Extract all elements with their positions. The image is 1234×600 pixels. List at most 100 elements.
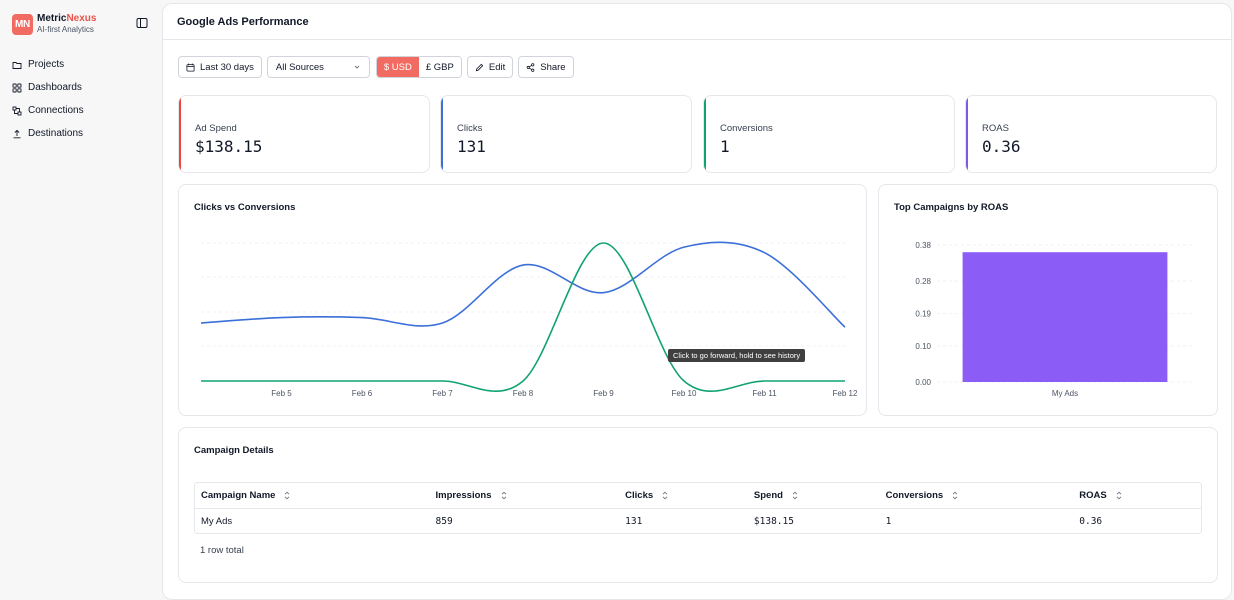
source-select-value: All Sources [275,61,324,73]
sidebar-toggle-icon[interactable] [136,17,148,29]
brand-name-part2: Nexus [66,13,97,24]
x-tick-label: Feb 7 [432,389,453,398]
table-header: Campaign Name Impressions Clicks Spend Conve… [195,483,1201,509]
x-tick-label: Feb 5 [271,389,292,398]
brand-tagline: AI-first Analytics [37,25,94,34]
source-select[interactable]: All Sources [266,56,370,78]
pencil-icon [475,63,484,71]
column-header[interactable]: ROAS [1073,490,1201,501]
clicks-line [200,241,846,328]
kpi-card-roas: ROAS 0.36 [965,95,1217,173]
sidebar: MN MetricNexus AI-first Analytics Projec… [0,0,162,600]
brand-name-part1: Metric [37,13,67,24]
x-tick-label: My Ads [1052,389,1078,398]
calendar-icon [186,63,195,72]
column-header-label: Campaign Name [201,490,276,501]
sidebar-item-connections[interactable]: Connections [12,99,157,122]
kpi-value: $138.15 [195,137,263,156]
sort-icon [952,491,958,500]
y-tick-label: 0.28 [915,277,931,286]
table-row[interactable]: My Ads 859 131 $138.15 1 0.36 [195,509,1201,533]
kpi-label: Clicks [457,123,483,134]
kpi-card-clicks: Clicks 131 [440,95,692,173]
column-header[interactable]: Conversions [880,490,1074,501]
sidebar-item-label: Connections [28,105,84,116]
kpi-accent-bar [441,96,443,172]
edit-button[interactable]: Edit [466,56,514,78]
table-cell: $138.15 [753,515,794,527]
sidebar-item-projects[interactable]: Projects [12,53,157,76]
share-label: Share [540,61,566,73]
y-tick-label: 0.10 [915,342,931,351]
line-chart: Feb 5 Feb 6 Feb 7 Feb 8 Feb 9 Feb 10 Feb 11 Feb… [200,241,858,398]
kpi-row: Ad Spend $138.15 Clicks 131 Conversions … [178,95,1218,173]
sidebar-item-label: Dashboards [28,82,82,93]
sort-icon [792,491,798,500]
topbar: Google Ads Performance [163,4,1231,40]
brand-name: MetricNexus [37,13,96,24]
column-header[interactable]: Clicks [619,490,748,501]
kpi-label: ROAS [982,123,1009,134]
currency-gbp-button[interactable]: £ GBP [418,57,461,77]
column-header[interactable]: Campaign Name [195,490,430,501]
table-cell: 1 [885,515,892,527]
edit-label: Edit [488,61,506,73]
table-cell: My Ads [201,515,233,527]
logo: MN [12,14,33,35]
campaign-table: Campaign Name Impressions Clicks Spend Conve… [194,482,1202,534]
top-campaigns-panel: Top Campaigns by ROAS 0.00 0.10 0.19 0.28 0.… [878,184,1218,416]
roas-bar [962,252,1168,382]
kpi-card-ad-spend: Ad Spend $138.15 [178,95,430,173]
sidebar-item-destinations[interactable]: Destinations [12,122,157,145]
currency-usd-button[interactable]: $ USD [376,57,419,77]
sort-icon [1116,491,1122,500]
share-button[interactable]: Share [518,56,574,78]
folder-icon [12,61,22,69]
date-range-label: Last 30 days [200,61,254,73]
column-header[interactable]: Impressions [430,490,620,501]
column-header-label: Conversions [885,490,944,501]
x-tick-label: Feb 12 [833,389,858,398]
campaign-details-panel: Campaign Details Campaign Name Impression… [178,427,1218,583]
kpi-value: 1 [720,137,730,156]
page-title: Google Ads Performance [177,15,309,28]
tooltip: Click to go forward, hold to see history [668,349,806,362]
y-tick-label: 0.19 [915,310,931,319]
column-header-label: Spend [753,490,783,501]
kpi-label: Conversions [720,123,773,134]
sort-icon [285,491,290,500]
x-tick-label: Feb 6 [352,389,373,398]
column-header-label: Clicks [625,490,654,501]
main-content: Google Ads Performance Last 30 days All … [162,3,1232,600]
brand[interactable]: MN MetricNexus AI-first Analytics [12,13,152,37]
chevron-down-icon [354,65,360,69]
line-chart-title: Clicks vs Conversions [194,202,296,213]
kpi-value: 131 [457,137,486,156]
date-range-button[interactable]: Last 30 days [178,56,262,78]
sidebar-item-label: Projects [28,59,65,70]
share-icon [526,62,535,72]
sidebar-item-dashboards[interactable]: Dashboards [12,76,157,99]
x-tick-label: Feb 11 [752,389,777,398]
clicks-vs-conversions-panel: Clicks vs Conversions Feb 5 Feb 6 Feb 7 Feb… [178,184,867,416]
sidebar-nav: Projects Dashboards Connections Destinat… [12,53,157,145]
column-header[interactable]: Spend [748,490,880,501]
table-cell: 131 [625,515,643,527]
x-tick-label: Feb 10 [672,389,697,398]
table-body: My Ads 859 131 $138.15 1 0.36 [195,509,1201,533]
sort-icon [662,491,668,500]
column-header-label: Impressions [435,490,492,501]
upload-icon [13,129,21,138]
connections-icon [12,106,22,115]
grid-icon [12,83,22,92]
table-title: Campaign Details [194,445,274,456]
x-tick-label: Feb 8 [513,389,534,398]
table-cell: 0.36 [1079,515,1103,527]
x-tick-label: Feb 9 [593,389,614,398]
currency-toggle: $ USD £ GBP [375,56,462,78]
kpi-label: Ad Spend [195,123,237,134]
bar-chart: 0.00 0.10 0.19 0.28 0.38 My Ads [915,241,1193,398]
column-header-label: ROAS [1079,490,1107,501]
y-tick-label: 0.38 [915,241,931,250]
kpi-accent-bar [966,96,968,172]
